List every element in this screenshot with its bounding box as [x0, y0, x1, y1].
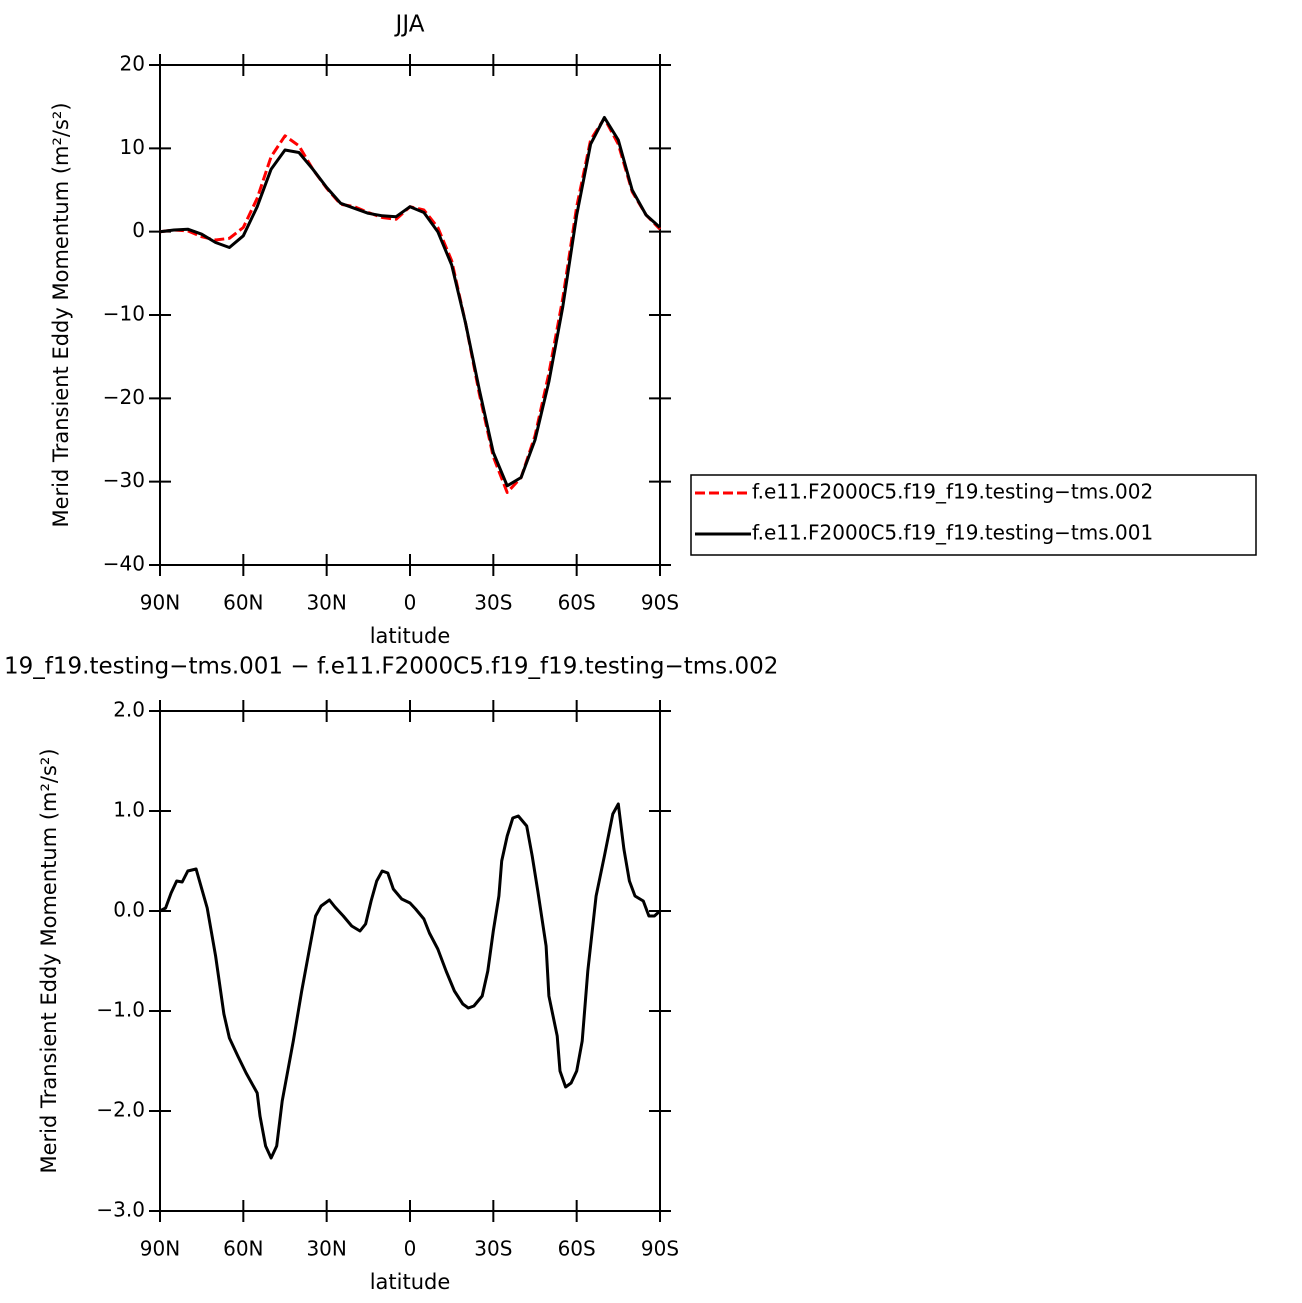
x-tick-label: 60N: [223, 591, 263, 615]
y-tick-label: −20: [103, 385, 145, 409]
x-tick-label: 60N: [223, 1237, 263, 1261]
y-axis-title: Merid Transient Eddy Momentum (m²/s²): [49, 102, 73, 527]
x-tick-label: 0: [404, 591, 417, 615]
x-tick-label: 0: [404, 1237, 417, 1261]
plot-frame: [159, 64, 661, 566]
y-tick-label: 0: [132, 218, 145, 242]
y-tick-label: −2.0: [96, 1098, 145, 1122]
x-tick-label: 90N: [140, 1237, 180, 1261]
y-axis-title: Merid Transient Eddy Momentum (m²/s²): [37, 748, 61, 1173]
y-tick-label: −10: [103, 302, 145, 326]
x-tick-label: 90N: [140, 591, 180, 615]
plot-frame: [159, 710, 661, 1212]
y-tick-label: −1.0: [96, 998, 145, 1022]
legend-label: f.e11.F2000C5.f19_f19.testing−tms.002: [752, 480, 1153, 504]
legend-label: f.e11.F2000C5.f19_f19.testing−tms.001: [752, 521, 1153, 545]
y-tick-label: 0.0: [113, 898, 145, 922]
x-axis-title: latitude: [370, 624, 451, 648]
x-tick-label: 30N: [306, 1237, 346, 1261]
y-tick-label: −3.0: [96, 1198, 145, 1222]
x-tick-label: 90S: [641, 1237, 679, 1261]
y-tick-label: 10: [120, 135, 145, 159]
y-tick-label: −30: [103, 468, 145, 492]
x-tick-label: 30N: [306, 591, 346, 615]
data-line: [159, 802, 661, 1160]
x-tick-label: 30S: [474, 591, 512, 615]
chart-title: JJA: [394, 12, 425, 38]
y-tick-label: −40: [103, 552, 145, 576]
x-tick-label: 30S: [474, 1237, 512, 1261]
x-tick-label: 90S: [641, 591, 679, 615]
chart-title: 19_f19.testing−tms.001 − f.e11.F2000C5.f…: [4, 654, 778, 680]
data-line: [159, 116, 662, 488]
y-tick-label: 2.0: [113, 698, 145, 722]
legend-box: [690, 474, 1257, 556]
x-axis-title: latitude: [370, 1270, 451, 1294]
x-tick-label: 60S: [558, 1237, 596, 1261]
x-tick-label: 60S: [558, 591, 596, 615]
y-tick-label: 20: [120, 52, 145, 76]
y-tick-label: 1.0: [113, 798, 145, 822]
